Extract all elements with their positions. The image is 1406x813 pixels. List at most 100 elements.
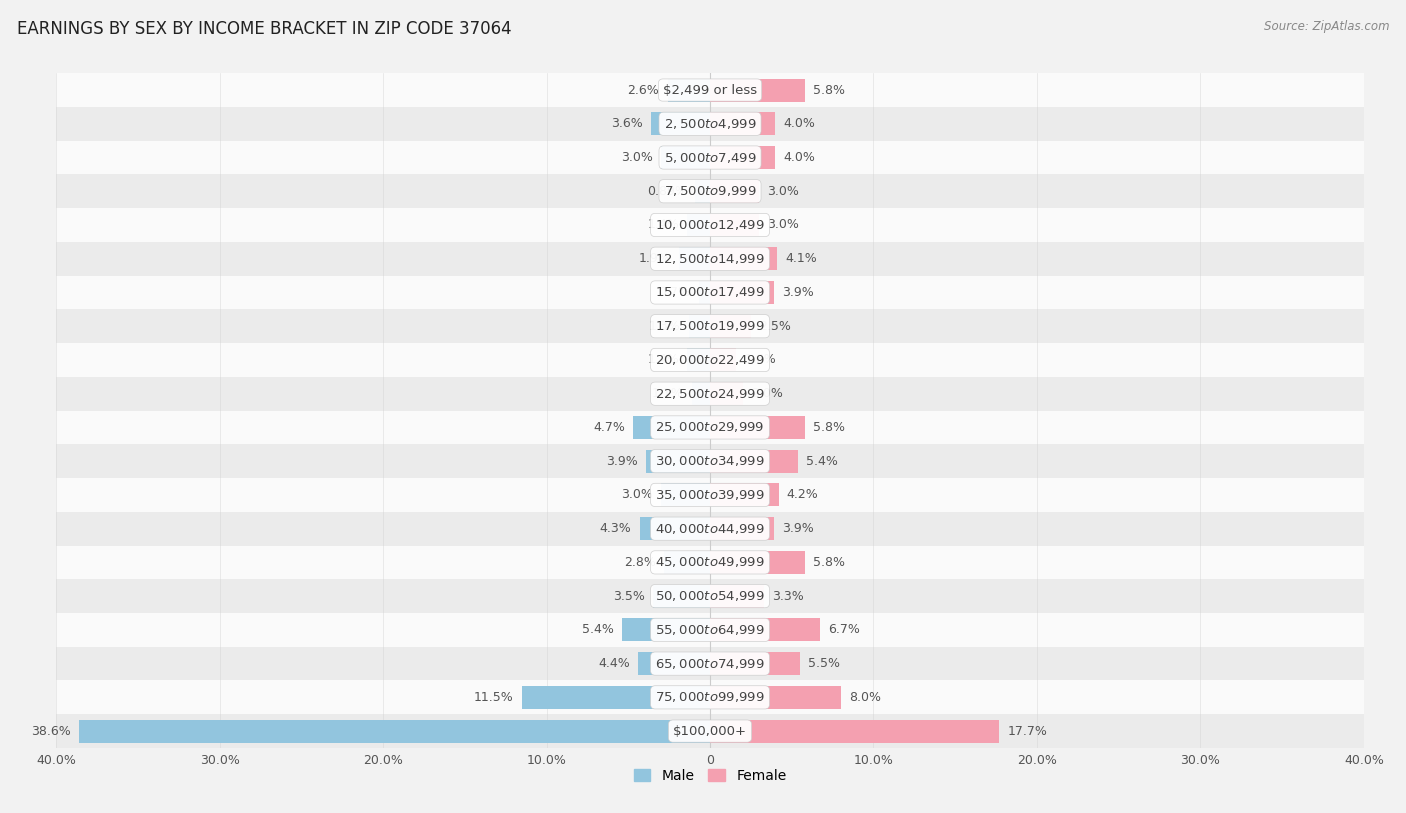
Bar <box>56 343 1364 376</box>
Text: 4.2%: 4.2% <box>787 489 818 502</box>
Text: 2.8%: 2.8% <box>624 556 657 569</box>
Text: $100,000+: $100,000+ <box>673 724 747 737</box>
Text: 1.3%: 1.3% <box>648 320 681 333</box>
Bar <box>710 112 776 135</box>
Text: 3.0%: 3.0% <box>768 185 799 198</box>
Text: $75,000 to $99,999: $75,000 to $99,999 <box>655 690 765 704</box>
Bar <box>710 315 751 337</box>
Bar <box>710 619 820 641</box>
Bar <box>56 376 1364 411</box>
Text: $15,000 to $17,499: $15,000 to $17,499 <box>655 285 765 299</box>
Text: $45,000 to $49,999: $45,000 to $49,999 <box>655 555 765 569</box>
Text: 3.3%: 3.3% <box>772 589 804 602</box>
Bar <box>710 686 841 709</box>
Text: 2.6%: 2.6% <box>627 84 659 97</box>
Text: 1.9%: 1.9% <box>640 252 671 265</box>
Text: 0.89%: 0.89% <box>647 185 688 198</box>
Bar <box>56 141 1364 174</box>
Bar <box>79 720 710 742</box>
Text: 3.9%: 3.9% <box>782 522 814 535</box>
Text: $7,500 to $9,999: $7,500 to $9,999 <box>664 185 756 198</box>
Bar <box>56 309 1364 343</box>
Text: $12,500 to $14,999: $12,500 to $14,999 <box>655 252 765 266</box>
Text: 1.4%: 1.4% <box>647 219 679 232</box>
Text: 1.4%: 1.4% <box>647 354 679 367</box>
Bar <box>56 546 1364 579</box>
Bar <box>710 180 759 202</box>
Bar <box>664 551 710 574</box>
Bar <box>56 444 1364 478</box>
Bar <box>710 484 779 506</box>
Text: 1.6%: 1.6% <box>744 354 776 367</box>
Bar <box>710 214 759 237</box>
Text: $2,499 or less: $2,499 or less <box>664 84 756 97</box>
Bar <box>56 680 1364 715</box>
Bar <box>688 214 710 237</box>
Bar <box>56 478 1364 512</box>
Text: 8.0%: 8.0% <box>849 691 882 704</box>
Text: 4.7%: 4.7% <box>593 421 626 434</box>
Bar <box>647 450 710 472</box>
Bar <box>56 647 1364 680</box>
Text: 3.0%: 3.0% <box>621 151 652 164</box>
Bar <box>710 247 778 270</box>
Bar <box>56 241 1364 276</box>
Bar <box>710 382 742 405</box>
Bar <box>56 174 1364 208</box>
Text: 2.0%: 2.0% <box>751 387 783 400</box>
Text: 1.1%: 1.1% <box>652 387 683 400</box>
Text: 3.9%: 3.9% <box>606 454 638 467</box>
Text: 4.4%: 4.4% <box>598 657 630 670</box>
Text: $2,500 to $4,999: $2,500 to $4,999 <box>664 117 756 131</box>
Bar <box>710 720 1000 742</box>
Legend: Male, Female: Male, Female <box>628 763 792 789</box>
Text: 3.6%: 3.6% <box>612 117 643 130</box>
Text: 5.8%: 5.8% <box>813 421 845 434</box>
Bar <box>640 517 710 540</box>
Bar <box>56 208 1364 241</box>
Text: $17,500 to $19,999: $17,500 to $19,999 <box>655 320 765 333</box>
Bar <box>710 416 804 439</box>
Bar <box>710 450 799 472</box>
Text: $55,000 to $64,999: $55,000 to $64,999 <box>655 623 765 637</box>
Text: 11.5%: 11.5% <box>474 691 515 704</box>
Bar <box>638 652 710 675</box>
Bar <box>56 73 1364 107</box>
Bar <box>710 517 773 540</box>
Bar <box>688 349 710 372</box>
Text: $65,000 to $74,999: $65,000 to $74,999 <box>655 657 765 671</box>
Bar <box>710 281 773 304</box>
Bar <box>668 79 710 102</box>
Text: $50,000 to $54,999: $50,000 to $54,999 <box>655 589 765 603</box>
Bar <box>699 281 710 304</box>
Text: 3.5%: 3.5% <box>613 589 644 602</box>
Bar <box>56 579 1364 613</box>
Text: $40,000 to $44,999: $40,000 to $44,999 <box>655 522 765 536</box>
Bar <box>661 484 710 506</box>
Bar <box>692 382 710 405</box>
Text: 5.4%: 5.4% <box>582 624 613 637</box>
Text: $20,000 to $22,499: $20,000 to $22,499 <box>655 353 765 367</box>
Text: 4.0%: 4.0% <box>783 151 815 164</box>
Bar <box>710 79 804 102</box>
Bar <box>56 613 1364 647</box>
Bar <box>651 112 710 135</box>
Bar <box>633 416 710 439</box>
Bar <box>661 146 710 169</box>
Text: $35,000 to $39,999: $35,000 to $39,999 <box>655 488 765 502</box>
Text: 4.1%: 4.1% <box>785 252 817 265</box>
Text: 6.7%: 6.7% <box>828 624 859 637</box>
Bar <box>621 619 710 641</box>
Text: 5.8%: 5.8% <box>813 556 845 569</box>
Text: $30,000 to $34,999: $30,000 to $34,999 <box>655 454 765 468</box>
Bar <box>56 715 1364 748</box>
Bar <box>710 652 800 675</box>
Text: 3.0%: 3.0% <box>621 489 652 502</box>
Bar <box>679 247 710 270</box>
Text: 38.6%: 38.6% <box>31 724 70 737</box>
Bar <box>710 146 776 169</box>
Text: 5.5%: 5.5% <box>808 657 841 670</box>
Bar <box>522 686 710 709</box>
Bar <box>56 107 1364 141</box>
Bar <box>710 585 763 607</box>
